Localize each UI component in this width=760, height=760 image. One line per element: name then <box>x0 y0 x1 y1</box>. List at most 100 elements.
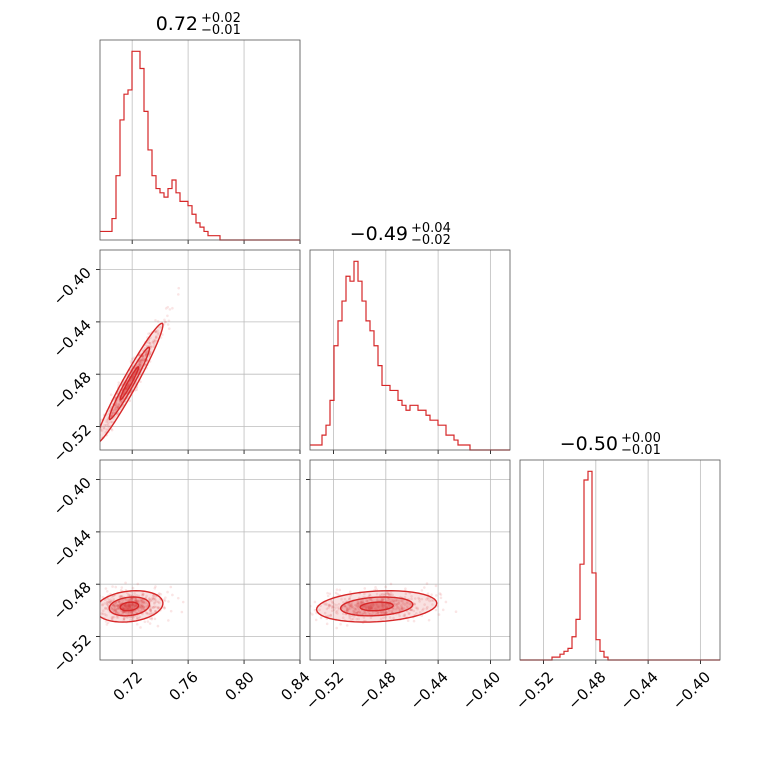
sample-point <box>386 592 390 595</box>
sample-point <box>426 597 430 601</box>
sample-point <box>383 604 387 608</box>
sample-point <box>367 606 371 610</box>
sample-point <box>142 600 145 604</box>
sample-point <box>410 594 413 598</box>
sample-point <box>127 604 131 607</box>
sample-point <box>153 338 157 342</box>
sample-point <box>126 603 130 607</box>
sample-point <box>129 594 132 597</box>
sample-point <box>127 597 130 601</box>
sample-point <box>351 609 355 613</box>
sample-point <box>118 595 122 599</box>
sample-point <box>118 602 122 605</box>
sample-point <box>140 359 144 363</box>
sample-point <box>404 587 407 590</box>
sample-point <box>133 604 136 608</box>
sample-point <box>116 604 120 607</box>
sample-point <box>125 387 129 390</box>
sample-point <box>421 608 424 612</box>
sample-point <box>352 611 356 614</box>
sample-point <box>348 616 351 620</box>
scatter-contents <box>90 581 185 629</box>
sample-point <box>365 599 368 603</box>
sample-point <box>134 604 137 608</box>
y-tick-label: −0.52 <box>50 631 95 676</box>
sample-point <box>131 375 135 378</box>
sample-point <box>149 609 152 612</box>
sample-point <box>111 607 115 610</box>
sample-point <box>115 413 119 416</box>
sample-point <box>381 598 384 602</box>
sample-point <box>439 596 443 600</box>
scatter-panel-0-1: −0.52 −0.48 −0.44 −0.40 <box>50 249 301 466</box>
sample-point <box>406 600 409 604</box>
sample-point <box>330 609 334 613</box>
sample-point <box>142 600 146 603</box>
sample-point <box>356 601 359 604</box>
sample-point <box>110 607 113 610</box>
sample-point <box>379 610 383 614</box>
marginal-titles: 0.72 +0.02−0.01−0.49 +0.04−0.02−0.50 +0.00−… <box>156 11 661 458</box>
sample-point <box>327 606 330 609</box>
sample-point <box>412 609 416 613</box>
sample-point <box>126 385 129 388</box>
sample-point <box>403 595 407 599</box>
sample-point <box>113 602 116 606</box>
sample-point <box>358 610 361 614</box>
sample-point <box>325 607 329 611</box>
sample-point <box>147 597 151 601</box>
sample-point <box>171 306 174 310</box>
sample-point <box>334 611 338 614</box>
sample-point <box>367 605 371 609</box>
sample-point <box>104 620 108 623</box>
sample-point <box>403 613 407 616</box>
sample-point <box>139 358 142 362</box>
sample-point <box>152 345 155 348</box>
scatter-frame <box>99 459 301 661</box>
sample-point <box>364 611 367 614</box>
sample-point <box>156 600 160 604</box>
sample-point <box>375 588 378 591</box>
sample-point <box>116 604 119 607</box>
sample-point <box>367 607 371 611</box>
sample-point <box>122 617 126 621</box>
sample-point <box>97 606 100 609</box>
sample-point <box>129 615 132 619</box>
sample-point <box>387 609 391 612</box>
sample-point <box>166 590 169 594</box>
sample-point <box>381 599 384 602</box>
sample-point <box>137 594 141 598</box>
sample-point <box>131 618 134 622</box>
sample-point <box>425 582 429 585</box>
sample-point <box>130 357 134 361</box>
sample-point <box>168 308 172 311</box>
sample-point <box>101 603 104 606</box>
x-tick-label: 0.80 <box>221 668 257 704</box>
sample-point <box>400 606 403 609</box>
sample-point <box>121 610 125 614</box>
sample-point <box>137 363 141 366</box>
sample-point <box>153 601 156 604</box>
sample-point <box>323 602 326 606</box>
sample-point <box>367 594 371 598</box>
sample-point <box>140 599 144 602</box>
sample-point <box>90 609 93 612</box>
sample-point <box>154 318 157 322</box>
sample-point <box>129 618 132 622</box>
sample-point <box>126 607 130 610</box>
sample-point <box>405 601 409 605</box>
sample-point <box>131 603 134 607</box>
sample-point <box>350 605 354 608</box>
sample-point <box>356 606 360 609</box>
sample-point <box>368 612 372 616</box>
sample-point <box>117 600 121 604</box>
sample-point <box>90 624 93 627</box>
sample-point <box>169 585 173 589</box>
sample-point <box>439 593 443 596</box>
sample-point <box>397 602 400 605</box>
sample-point <box>350 618 353 621</box>
x-tick-label: 0.72 <box>110 668 146 704</box>
sample-point <box>128 607 132 610</box>
sample-point <box>91 459 94 462</box>
sample-point <box>152 594 155 597</box>
